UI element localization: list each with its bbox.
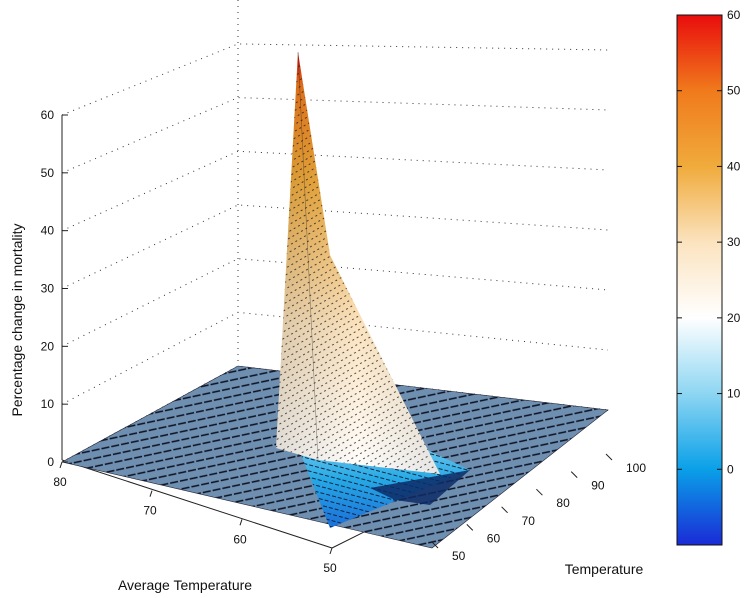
x-tick-mark: [329, 547, 333, 555]
x-tick-label: 60: [233, 532, 247, 546]
z-tick-label: 60: [41, 108, 55, 122]
colorbar-tick-label: 30: [727, 235, 741, 249]
z-tick-label: 30: [41, 282, 55, 296]
z-tick-label: 10: [41, 397, 55, 411]
colorbar-tick-label: 60: [727, 8, 741, 22]
y-tick-labels: 50 60 70 80 90 100: [431, 453, 646, 563]
grid-line: [61, 311, 609, 405]
y-tick-label: 90: [591, 479, 605, 493]
x-tick-mark: [59, 461, 63, 469]
z-tick-label: 20: [41, 339, 55, 353]
y-tick-mark: [431, 541, 439, 549]
colorbar-bar: [676, 14, 723, 546]
z-tick-label: 40: [41, 224, 55, 238]
x-tick-label: 50: [323, 561, 337, 575]
z-tick-label: 0: [47, 455, 54, 469]
peak-mesh: [276, 52, 440, 474]
x-axis-label: Average Temperature: [118, 577, 252, 593]
y-tick-mark: [605, 453, 613, 461]
colorbar-tick-label: 40: [727, 159, 741, 173]
grid-line: [61, 258, 609, 347]
y-tick-label: 50: [452, 549, 466, 563]
colorbar-tick-label: 20: [727, 311, 741, 325]
x-tick-mark: [149, 490, 153, 497]
y-tick-mark: [536, 488, 543, 496]
x-tick-mark: [239, 519, 243, 526]
y-tick-mark: [466, 524, 474, 531]
colorbar: 0 10 20 30 40 50 60: [676, 8, 741, 546]
y-tick-label: 80: [556, 496, 570, 510]
peak-ridge-line: [297, 51, 319, 461]
trough-dark-fold: [370, 470, 470, 505]
x-tick-label: 80: [53, 475, 67, 489]
y-axis-label: Temperature: [565, 561, 644, 577]
y-tick-label: 70: [522, 514, 536, 528]
y-tick-label: 60: [487, 531, 501, 545]
y-tick-mark: [501, 506, 508, 514]
z-tick-label: 50: [41, 166, 55, 180]
y-tick-label: 100: [626, 461, 646, 475]
grid-line: [61, 43, 609, 116]
z-tick-labels: 0 10 20 30 40 50 60: [41, 108, 68, 469]
colorbar-ticks: 0 10 20 30 40 50 60: [677, 8, 741, 476]
colorbar-tick-label: 10: [727, 387, 741, 401]
colorbar-tick-label: 0: [727, 462, 734, 476]
x-tick-labels: 80 70 60 50: [53, 461, 337, 575]
grid-line: [61, 150, 609, 232]
x-axis-line: [61, 459, 333, 549]
y-tick-mark: [570, 471, 578, 478]
grid-line: [61, 97, 609, 174]
x-tick-label: 70: [143, 504, 157, 518]
colorbar-tick-label: 50: [727, 84, 741, 98]
z-axis-label: Percentage change in mortality: [9, 224, 25, 417]
